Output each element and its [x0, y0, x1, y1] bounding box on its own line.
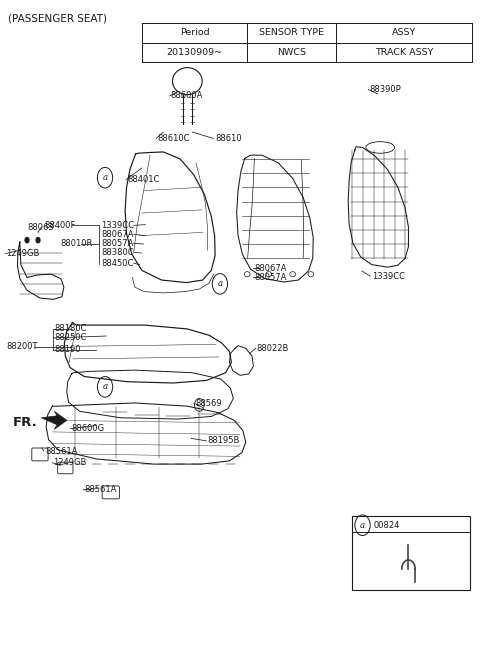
Text: 88450C: 88450C [101, 259, 133, 268]
Text: 88057A: 88057A [254, 273, 287, 282]
Polygon shape [41, 412, 67, 430]
Text: 1249GB: 1249GB [53, 459, 87, 468]
Text: 88569: 88569 [195, 399, 222, 408]
Text: 88063: 88063 [27, 223, 54, 232]
Text: ASSY: ASSY [392, 28, 416, 37]
Text: 88400F: 88400F [45, 221, 76, 230]
Text: 88057A: 88057A [101, 239, 133, 248]
Text: a: a [102, 382, 108, 392]
Text: 88401C: 88401C [128, 175, 160, 184]
Text: 88610: 88610 [215, 134, 242, 143]
Text: 1339CC: 1339CC [372, 272, 405, 281]
Bar [352, 515, 470, 590]
Text: SENSOR TYPE: SENSOR TYPE [259, 28, 324, 37]
Text: 88190: 88190 [54, 345, 81, 354]
Text: 88380C: 88380C [101, 248, 134, 257]
Text: a: a [360, 521, 365, 530]
Text: 88180C: 88180C [54, 324, 87, 333]
Text: a: a [217, 279, 222, 288]
Text: 88610C: 88610C [157, 134, 190, 143]
Text: 88600A: 88600A [170, 92, 203, 101]
Text: (PASSENGER SEAT): (PASSENGER SEAT) [8, 13, 107, 23]
Text: 88010R: 88010R [60, 239, 93, 248]
Circle shape [36, 237, 40, 243]
Text: 88022B: 88022B [257, 344, 289, 353]
Text: 88067A: 88067A [254, 264, 287, 273]
Text: 88390P: 88390P [369, 85, 401, 94]
Text: 00824: 00824 [373, 521, 399, 530]
Text: 20130909~: 20130909~ [167, 48, 223, 57]
Text: 1249GB: 1249GB [6, 249, 40, 258]
Circle shape [25, 237, 29, 243]
Text: 88067A: 88067A [101, 230, 134, 239]
Text: 88561A: 88561A [45, 447, 78, 456]
Text: Period: Period [180, 28, 209, 37]
Text: NWCS: NWCS [277, 48, 306, 57]
Text: FR.: FR. [12, 416, 37, 429]
Text: 88200T: 88200T [6, 342, 38, 352]
Text: a: a [102, 174, 108, 182]
Text: 88250C: 88250C [54, 333, 87, 342]
Text: 88600G: 88600G [72, 424, 105, 433]
Text: TRACK ASSY: TRACK ASSY [375, 48, 433, 57]
Text: 88195B: 88195B [207, 437, 240, 446]
Text: 1339CC: 1339CC [101, 221, 134, 230]
Text: 88561A: 88561A [84, 485, 117, 494]
